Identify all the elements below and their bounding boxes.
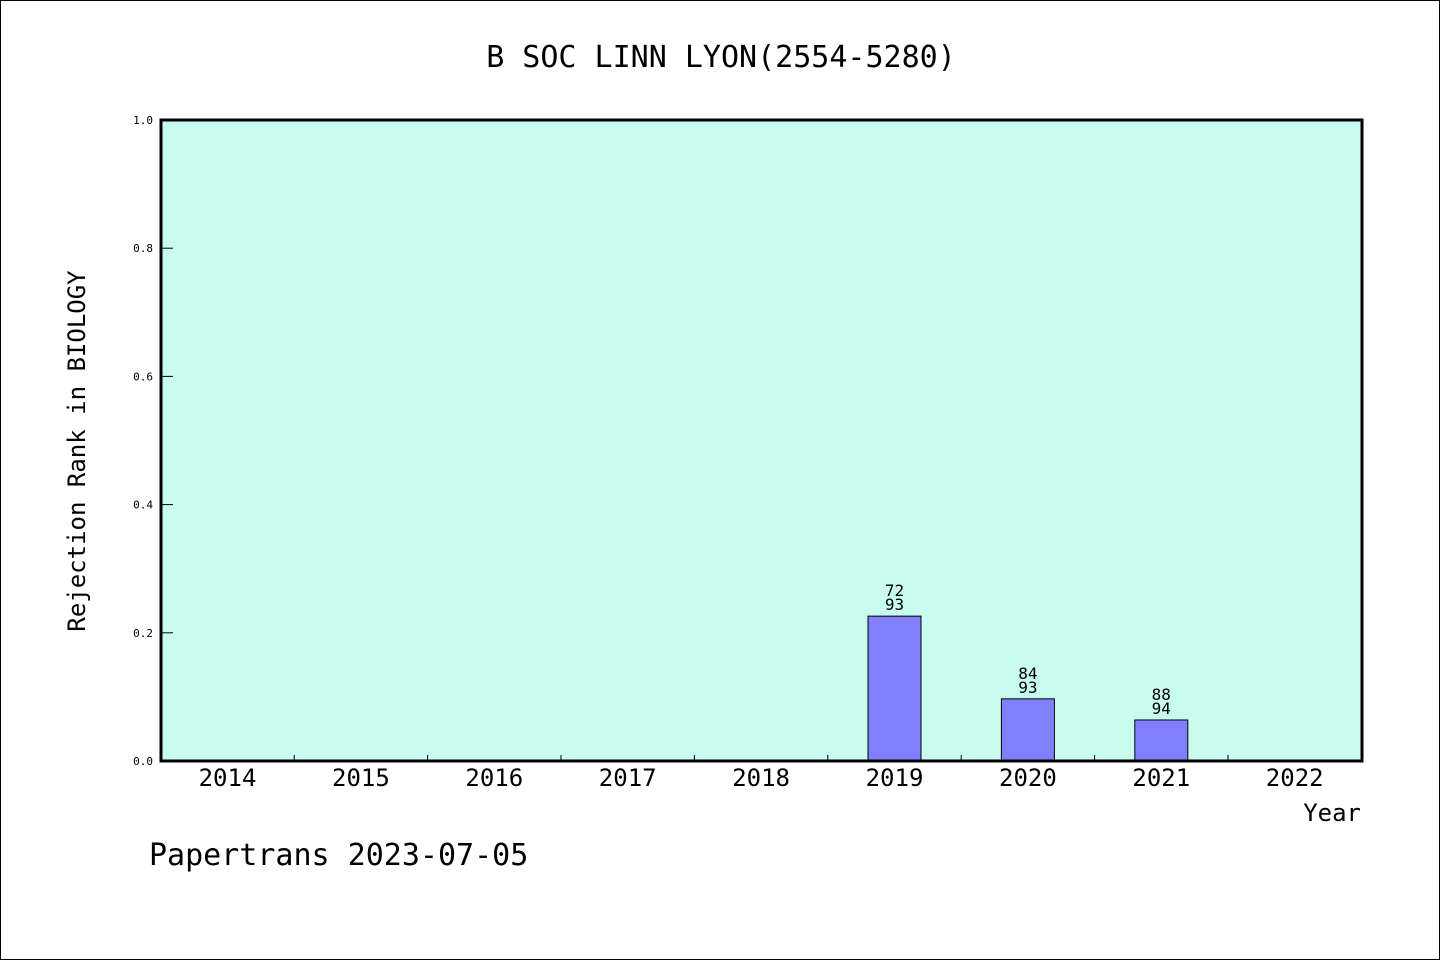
x-tick-label: 2014 xyxy=(199,764,257,792)
footer-text: Papertrans 2023-07-05 xyxy=(149,838,528,873)
plot-border xyxy=(159,118,1364,763)
x-tick-label: 2022 xyxy=(1266,764,1324,792)
x-tick-label: 2017 xyxy=(599,764,657,792)
y-tick-label: 0.2 xyxy=(133,627,153,640)
y-tick-label: 0.4 xyxy=(133,499,153,512)
bar-label-denominator: 93 xyxy=(1018,678,1037,697)
bar-label-denominator: 93 xyxy=(885,595,904,614)
x-tick-label: 2018 xyxy=(732,764,790,792)
bar-label-numerator: 88 xyxy=(1152,685,1171,704)
x-axis-label: Year xyxy=(1303,799,1361,827)
bar-label-numerator: 84 xyxy=(1018,664,1037,683)
y-axis-label: Rejection Rank in BIOLOGY xyxy=(63,270,91,632)
x-axis-ticks: 2014 2015 2016 2017 2018 2019 2020 2021 2022 xyxy=(199,755,1324,792)
bar xyxy=(867,615,922,762)
y-tick-label: 1.0 xyxy=(133,114,153,127)
bar-label-denominator: 94 xyxy=(1152,699,1171,718)
y-tick-label: 0.6 xyxy=(133,370,153,383)
x-tick-label: 2016 xyxy=(465,764,523,792)
x-tick-label: 2020 xyxy=(999,764,1057,792)
bar xyxy=(1134,719,1189,762)
bar-label-numerator: 72 xyxy=(885,581,904,600)
y-tick-label: 0.8 xyxy=(133,242,153,255)
x-tick-label: 2015 xyxy=(332,764,390,792)
x-tick-label: 2019 xyxy=(866,764,924,792)
bar xyxy=(1000,698,1055,762)
y-tick-label: 0.0 xyxy=(133,755,153,768)
chart-title: B SOC LINN LYON(2554-5280) xyxy=(486,40,956,75)
plot-area xyxy=(161,120,1362,761)
x-tick-label: 2021 xyxy=(1132,764,1190,792)
